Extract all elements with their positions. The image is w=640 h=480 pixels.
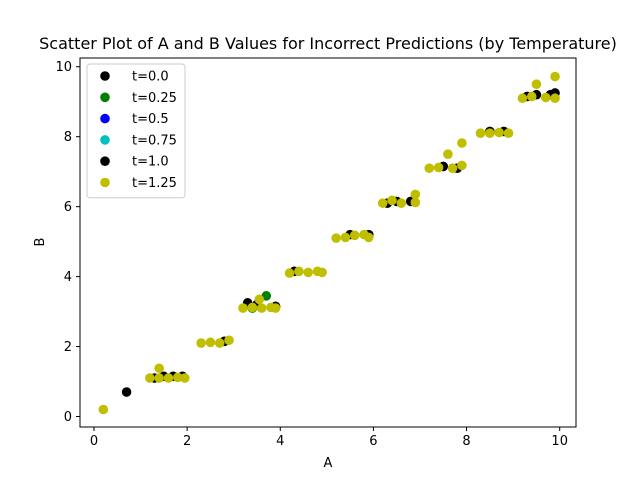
scatter-point-series-5 [526, 91, 537, 102]
legend-label: t=0.75 [132, 133, 177, 148]
scatter-point-series-5 [154, 363, 164, 374]
scatter-point-series-5 [531, 79, 542, 90]
scatter-point-series-5 [163, 373, 174, 383]
scatter-point-series-5 [457, 160, 467, 171]
scatter-point-series-5 [433, 162, 444, 173]
y-tick-label: 2 [64, 340, 72, 355]
scatter-point-series-5 [503, 128, 514, 138]
y-axis-label: B [33, 238, 48, 247]
legend-marker [100, 113, 110, 124]
legend: t=0.0 t=0.25 t=0.5 t=0.75 t=1.0 t=1.25 [86, 63, 186, 199]
scatter-point-series-5 [270, 303, 281, 313]
scatter-point-series-5 [387, 195, 397, 206]
x-tick-label: 0 [90, 434, 98, 449]
legend-label: t=0.0 [132, 70, 169, 85]
scatter-point-series-5 [98, 404, 109, 415]
axis-ticks: 0 2 4 6 8 10 0 2 4 6 8 10 [55, 60, 568, 449]
scatter-point-series-5 [196, 338, 206, 348]
scatter-point-series-5 [254, 294, 265, 305]
scatter-point-series-5 [179, 373, 190, 383]
scatter-point-series-5 [550, 93, 560, 104]
scatter-point-series-0 [121, 387, 132, 397]
legend-label: t=1.0 [132, 155, 169, 170]
scatter-point-series-5 [173, 372, 183, 383]
scatter-point-series-5 [410, 189, 421, 200]
x-axis-label: A [324, 456, 333, 471]
legend-marker [100, 71, 110, 81]
legend-label: t=1.25 [132, 176, 177, 191]
legend-marker [100, 92, 110, 103]
y-tick-label: 10 [55, 60, 72, 75]
scatter-point-series-5 [443, 149, 453, 159]
x-tick-label: 2 [183, 434, 191, 449]
scatter-point-series-5 [550, 71, 560, 82]
scatter-point-series-5 [331, 233, 341, 243]
legend-marker [100, 177, 110, 188]
y-tick-label: 8 [64, 130, 72, 145]
scatter-point-series-5 [447, 163, 458, 173]
scatter-point-series-5 [340, 232, 351, 243]
scatter-point-series-5 [294, 266, 304, 277]
scatter-point-series-5 [410, 197, 421, 208]
scatter-point-series-5 [247, 302, 258, 313]
scatter-point-series-5 [256, 303, 267, 313]
scatter-point-series-5 [205, 337, 216, 348]
legend-marker [100, 135, 110, 145]
legend-label: t=0.25 [132, 91, 177, 106]
scatter-point-series-5 [377, 198, 388, 208]
chart-title: Scatter Plot of A and B Values for Incor… [39, 34, 617, 53]
scatter-point-series-5 [396, 198, 407, 208]
scatter-point-series-5 [317, 267, 327, 278]
scatter-point-series-5 [145, 373, 155, 383]
scatter-point-series-5 [224, 335, 234, 346]
scatter-point-series-5 [540, 92, 551, 103]
scatter-point-series-5 [517, 93, 528, 104]
scatter-point-series-5 [494, 127, 504, 138]
legend-label: t=0.5 [132, 112, 169, 127]
scatter-point-series-5 [349, 230, 360, 241]
plot-area [98, 71, 560, 415]
x-tick-label: 8 [462, 434, 470, 449]
x-tick-label: 6 [369, 434, 377, 449]
legend-box [86, 63, 186, 199]
legend-marker [100, 156, 110, 166]
scatter-point-series-5 [154, 373, 164, 383]
scatter-point-series-5 [485, 128, 495, 138]
x-tick-label: 4 [276, 434, 284, 449]
axes-frame [79, 57, 577, 428]
scatter-point-series-5 [214, 338, 225, 348]
scatter-point-series-5 [238, 303, 248, 313]
scatter-point-series-5 [457, 138, 467, 148]
y-tick-label: 0 [64, 410, 72, 425]
scatter-point-series-5 [284, 268, 295, 278]
scatter-point-series-5 [424, 163, 435, 173]
y-tick-label: 6 [64, 200, 72, 215]
y-tick-label: 4 [64, 270, 72, 285]
scatter-point-series-5 [363, 232, 374, 243]
scatter-point-series-5 [475, 128, 486, 138]
x-tick-label: 10 [551, 434, 568, 449]
scatter-point-series-5 [303, 267, 314, 278]
